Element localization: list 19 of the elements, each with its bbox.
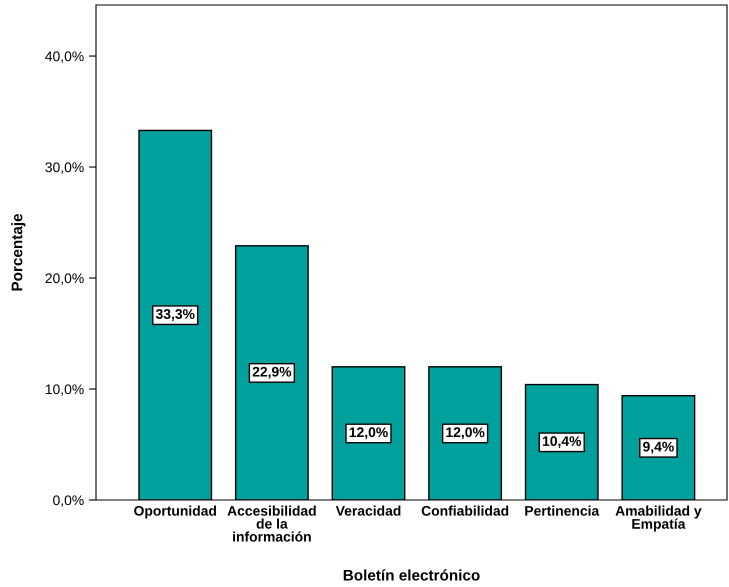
y-tick-label: 10,0%: [46, 384, 84, 396]
data-label: 22,9%: [252, 366, 292, 379]
data-label: 10,4%: [542, 436, 582, 448]
y-axis-title: Porcentaje: [11, 214, 26, 291]
data-label: 12,0%: [446, 427, 484, 440]
y-tick-label: 20,0%: [46, 273, 84, 285]
y-tick-label: 40,0%: [45, 51, 84, 63]
x-tick-label: Pertinencia: [525, 506, 600, 516]
x-tick-label: Amabilidad y Empatía: [616, 506, 702, 532]
data-label: 12,0%: [350, 427, 388, 440]
x-tick-label: Confiabilidad: [422, 506, 508, 516]
x-axis-title: Boletín electrónico: [344, 569, 480, 581]
x-tick-label: Accesibilidad de la información: [227, 506, 316, 542]
y-tick-label: 30,0%: [45, 162, 84, 174]
x-tick-label: Veracidad: [336, 506, 400, 516]
x-tick-label: Oportunidad: [134, 506, 216, 519]
data-label: 33,3%: [156, 309, 195, 321]
data-label: 9,4%: [643, 442, 674, 454]
y-tick-label: 0,0%: [53, 495, 84, 507]
